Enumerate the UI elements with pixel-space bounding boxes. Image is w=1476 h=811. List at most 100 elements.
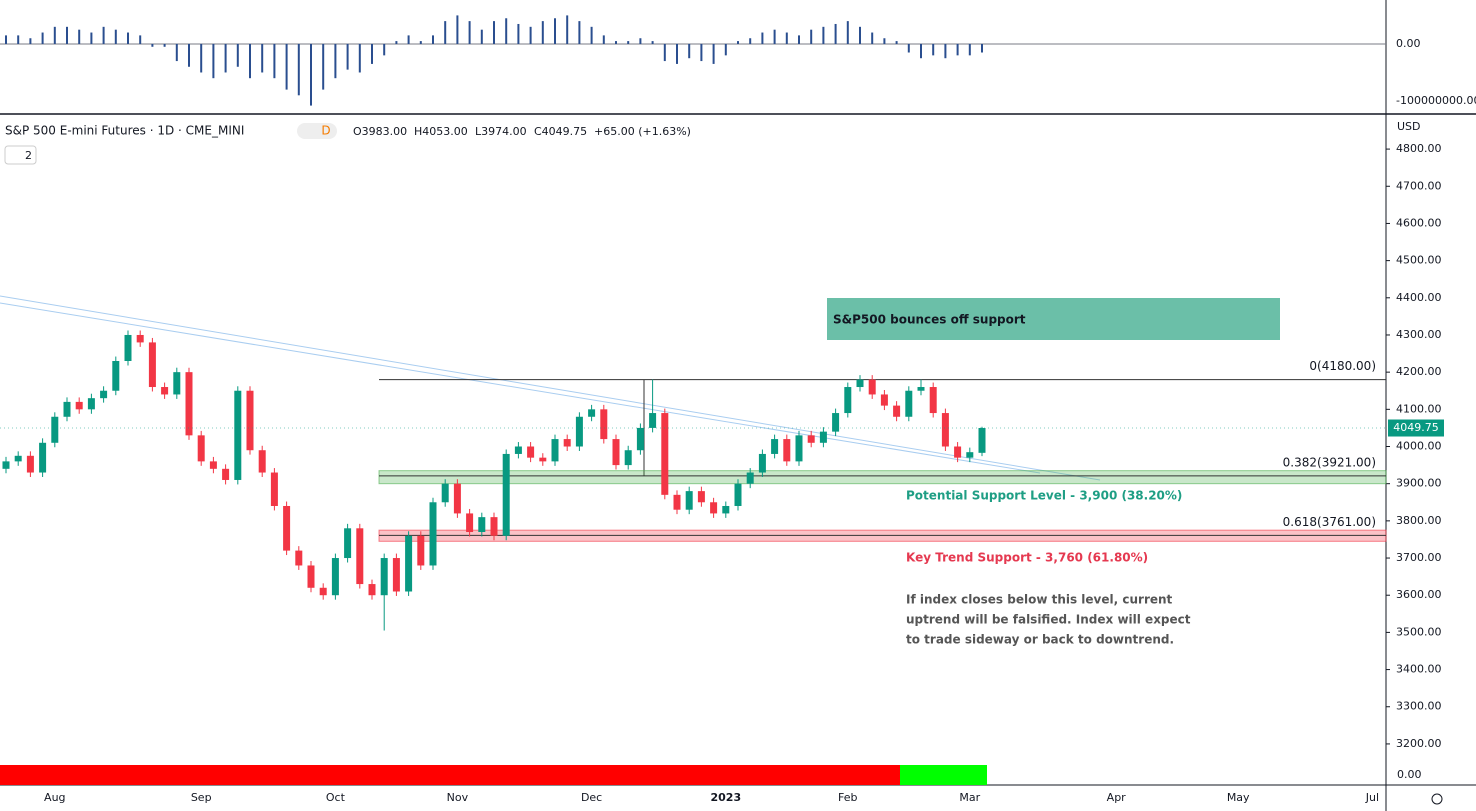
candle-body	[234, 390, 242, 480]
ohlc-close: C4049.75	[534, 125, 587, 138]
candle-body	[112, 360, 120, 391]
candle-body	[14, 455, 22, 462]
histogram-bar	[114, 29, 117, 44]
histogram-bar	[102, 26, 105, 44]
histogram-bar	[273, 43, 276, 79]
histogram-bar	[236, 43, 239, 67]
y-tick-label: 4200.00	[1396, 365, 1442, 378]
y-tick-label: 3700.00	[1396, 551, 1442, 564]
histogram-bar	[981, 43, 983, 53]
candle-body	[795, 435, 803, 462]
candle-body	[39, 442, 47, 473]
candle-body	[697, 491, 705, 503]
histogram-bar	[932, 43, 935, 56]
x-tick-label: Nov	[447, 791, 469, 804]
y-tick-label: -100000000.00	[1396, 94, 1476, 107]
note-line: If index closes below this level, curren…	[906, 593, 1173, 607]
x-tick-label: Oct	[326, 791, 346, 804]
histogram-bar	[468, 21, 471, 44]
candle-body	[270, 472, 278, 506]
histogram-bar	[41, 32, 44, 44]
histogram-bar	[724, 43, 727, 56]
histogram-bar	[358, 43, 361, 73]
histogram-bar	[956, 43, 959, 56]
histogram-bar	[407, 35, 410, 44]
histogram-bar	[700, 43, 703, 62]
candle-body	[222, 468, 230, 480]
x-tick-label: Feb	[838, 791, 857, 804]
candle-body	[771, 439, 779, 454]
last-price-label: 4049.75	[1393, 421, 1439, 434]
candle-body	[880, 394, 888, 406]
candle-body	[405, 535, 413, 592]
candle-body	[453, 483, 461, 514]
histogram-bar	[651, 41, 654, 44]
histogram-bar	[371, 43, 373, 64]
y-tick-label: 3500.00	[1396, 625, 1442, 638]
candle-body	[832, 413, 840, 432]
candle-body	[368, 584, 376, 596]
indicator-count[interactable]: 2	[25, 149, 32, 162]
histogram-bar	[480, 29, 483, 44]
candle-body	[2, 461, 10, 469]
candle-body	[966, 452, 974, 458]
y-tick-label: 4800.00	[1396, 142, 1442, 155]
histogram-bar	[883, 38, 886, 44]
histogram-bar	[529, 26, 532, 44]
indicator-toggle[interactable]	[4, 145, 37, 165]
candle-body	[868, 379, 876, 395]
candle-body	[734, 483, 742, 506]
candle-body	[710, 502, 718, 514]
trend-line	[0, 295, 1101, 481]
candle-body	[527, 446, 535, 458]
candle-body	[673, 494, 681, 510]
y-tick-label: 3800.00	[1396, 514, 1442, 527]
candle-body	[551, 439, 559, 462]
candle-body	[929, 387, 937, 414]
candle-body	[502, 453, 510, 536]
fib-label: 0.382(3921.00)	[1283, 455, 1376, 469]
interval-badge: D	[321, 124, 330, 138]
badge	[297, 123, 337, 139]
y-tick-label: 0.00	[1396, 37, 1421, 50]
indicator-green	[900, 765, 987, 785]
candle-body	[490, 517, 498, 536]
histogram-bar	[175, 43, 178, 62]
candle-body	[539, 457, 547, 462]
histogram-bar	[444, 21, 447, 44]
candle-body	[344, 528, 352, 559]
histogram-bar	[224, 43, 227, 73]
histogram-bar	[749, 38, 752, 44]
histogram-bar	[663, 43, 666, 62]
histogram-bar	[871, 32, 874, 44]
y-tick-label: 3200.00	[1396, 737, 1442, 750]
histogram-bar	[322, 43, 325, 90]
fib-label: 0.618(3761.00)	[1283, 515, 1376, 529]
candle-body	[246, 390, 254, 451]
candle-body	[819, 431, 827, 443]
candle-body	[307, 565, 315, 588]
histogram-bar	[151, 43, 154, 47]
y-tick-label: 4700.00	[1396, 179, 1442, 192]
histogram-bar	[810, 29, 813, 44]
y-tick-label: 4400.00	[1396, 291, 1442, 304]
histogram-bar	[432, 35, 434, 44]
histogram-bar	[639, 38, 642, 44]
candle-body	[917, 387, 925, 391]
histogram-bar	[895, 41, 898, 44]
candle-body	[209, 461, 217, 469]
note-line: uptrend will be falsified. Index will ex…	[906, 613, 1191, 627]
note-line: to trade sideway or back to downtrend.	[906, 633, 1174, 647]
candle-body	[636, 427, 644, 451]
candle-body	[856, 379, 864, 388]
settings-icon[interactable]	[1431, 793, 1443, 805]
histogram-bar	[834, 23, 837, 44]
histogram-bar	[627, 41, 630, 44]
candle-body	[173, 372, 181, 395]
y-tick-label: 3600.00	[1396, 588, 1442, 601]
zone-label: Key Trend Support - 3,760 (61.80%)	[906, 551, 1148, 565]
candle-body	[514, 446, 522, 454]
candle-body	[588, 409, 596, 417]
histogram-bar	[737, 41, 739, 44]
